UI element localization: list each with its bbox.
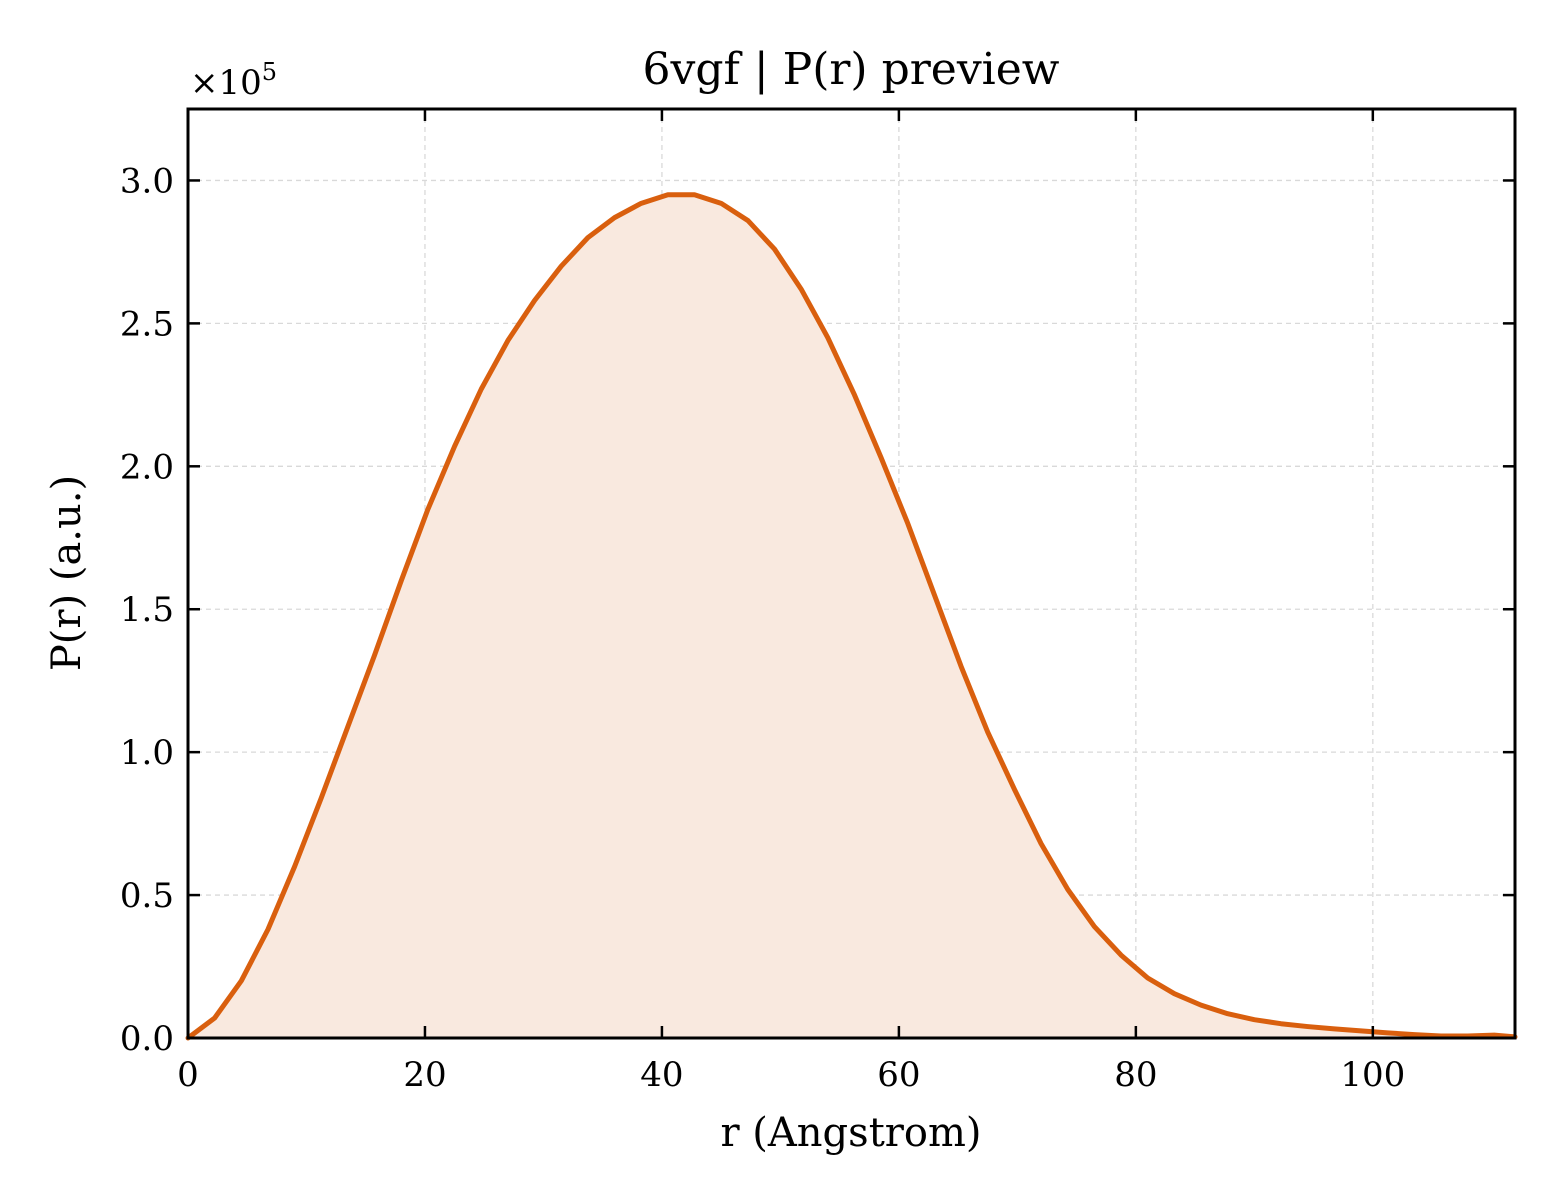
y-offset-base: ×10 [190, 63, 262, 103]
y-offset-exponent: 5 [262, 58, 277, 86]
y-tick-label: 1.0 [120, 733, 174, 773]
chart-title: 6vgf | P(r) preview [643, 44, 1060, 95]
y-tick-label: 2.5 [120, 304, 174, 344]
x-tick-label: 40 [640, 1055, 683, 1095]
x-axis-title: r (Angstrom) [720, 1110, 981, 1156]
y-tick-label: 1.5 [120, 590, 174, 630]
x-tick-label: 80 [1114, 1055, 1157, 1095]
pr-area-fill [188, 194, 1515, 1038]
y-offset-label: ×105 [190, 58, 277, 103]
y-tick-label: 0.5 [120, 876, 174, 916]
x-ticks: 0 20 40 60 80 100 [177, 109, 1405, 1095]
y-tick-label: 3.0 [120, 161, 174, 201]
x-tick-label: 60 [877, 1055, 920, 1095]
x-tick-label: 100 [1340, 1055, 1405, 1095]
pr-series-line [185, 192, 1518, 1041]
y-axis-title: P(r) (a.u.) [44, 475, 90, 671]
y-tick-label: 0.0 [120, 1019, 174, 1059]
y-ticks: 0.0 0.5 1.0 1.5 2.0 2.5 3.0 [120, 161, 1515, 1059]
axes-frame [186, 107, 1517, 1040]
y-tick-label: 2.0 [120, 447, 174, 487]
x-tick-label: 20 [403, 1055, 446, 1095]
x-tick-label: 0 [177, 1055, 199, 1095]
